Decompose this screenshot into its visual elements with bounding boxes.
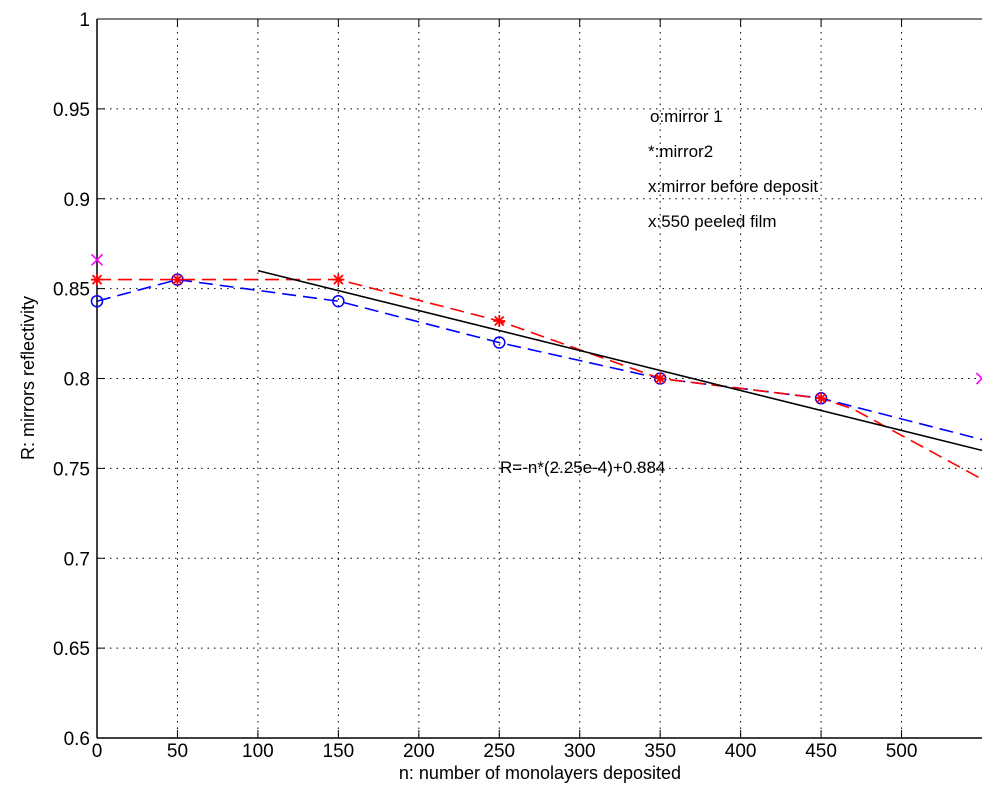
marker-mirror-1 [90, 294, 104, 308]
legend-entry-mirror1: o:mirror 1 [650, 107, 723, 126]
legend-entry-peeled-film: x:550 peeled film [648, 212, 777, 231]
x-axis-label: n: number of monolayers deposited [399, 763, 681, 783]
x-tick-label: 100 [242, 741, 274, 762]
grid [97, 19, 982, 738]
marker-mirror2 [654, 372, 667, 385]
y-tick-label: 0.85 [53, 280, 90, 301]
marker-mirror2 [493, 314, 506, 327]
x-tick-label: 350 [644, 741, 676, 762]
y-tick-label: 0.65 [53, 639, 90, 660]
x-tick-label: 200 [403, 741, 435, 762]
x-tick-label: 500 [886, 741, 918, 762]
markers-group [90, 253, 982, 405]
x-tick-label: 450 [805, 741, 837, 762]
ticks: 0 50 100 150 200 250 300 350 400 450 500 0.6 0.65 0.7… [53, 10, 917, 762]
marker-mirror2 [91, 273, 103, 286]
y-tick-label: 0.8 [64, 370, 90, 391]
y-tick-label: 0.9 [64, 190, 90, 211]
marker-mirror2 [171, 273, 184, 286]
y-tick-label: 0.75 [53, 459, 90, 480]
fit-equation-annotation: R=-n*(2.25e-4)+0.884 [500, 458, 665, 477]
marker-mirror2 [815, 392, 828, 405]
y-tick-label: 1 [79, 10, 90, 31]
x-tick-label: 300 [564, 741, 596, 762]
legend: o:mirror 1 *:mirror2 x:mirror before dep… [648, 107, 818, 231]
marker-550-peeled-film [975, 372, 982, 385]
x-tick-label: 250 [483, 741, 515, 762]
marker-mirror-1 [493, 336, 506, 349]
x-tick-label: 50 [167, 741, 188, 762]
x-tick-label: 0 [92, 741, 103, 762]
x-tick-label: 150 [323, 741, 355, 762]
y-tick-label: 0.7 [64, 549, 90, 570]
x-tick-label: 400 [725, 741, 757, 762]
legend-entry-mirror2: *:mirror2 [648, 142, 713, 161]
legend-entry-before-deposit: x:mirror before deposit [648, 177, 818, 196]
marker-mirror-before-deposit [90, 253, 104, 266]
y-tick-label: 0.6 [64, 729, 90, 750]
y-tick-label: 0.95 [53, 100, 90, 121]
marker-mirror-1 [332, 294, 345, 308]
marker-mirror2 [332, 273, 345, 286]
y-axis-label: R: mirrors reflectivity [18, 296, 38, 460]
series-line-linear-fit [257, 269, 982, 452]
